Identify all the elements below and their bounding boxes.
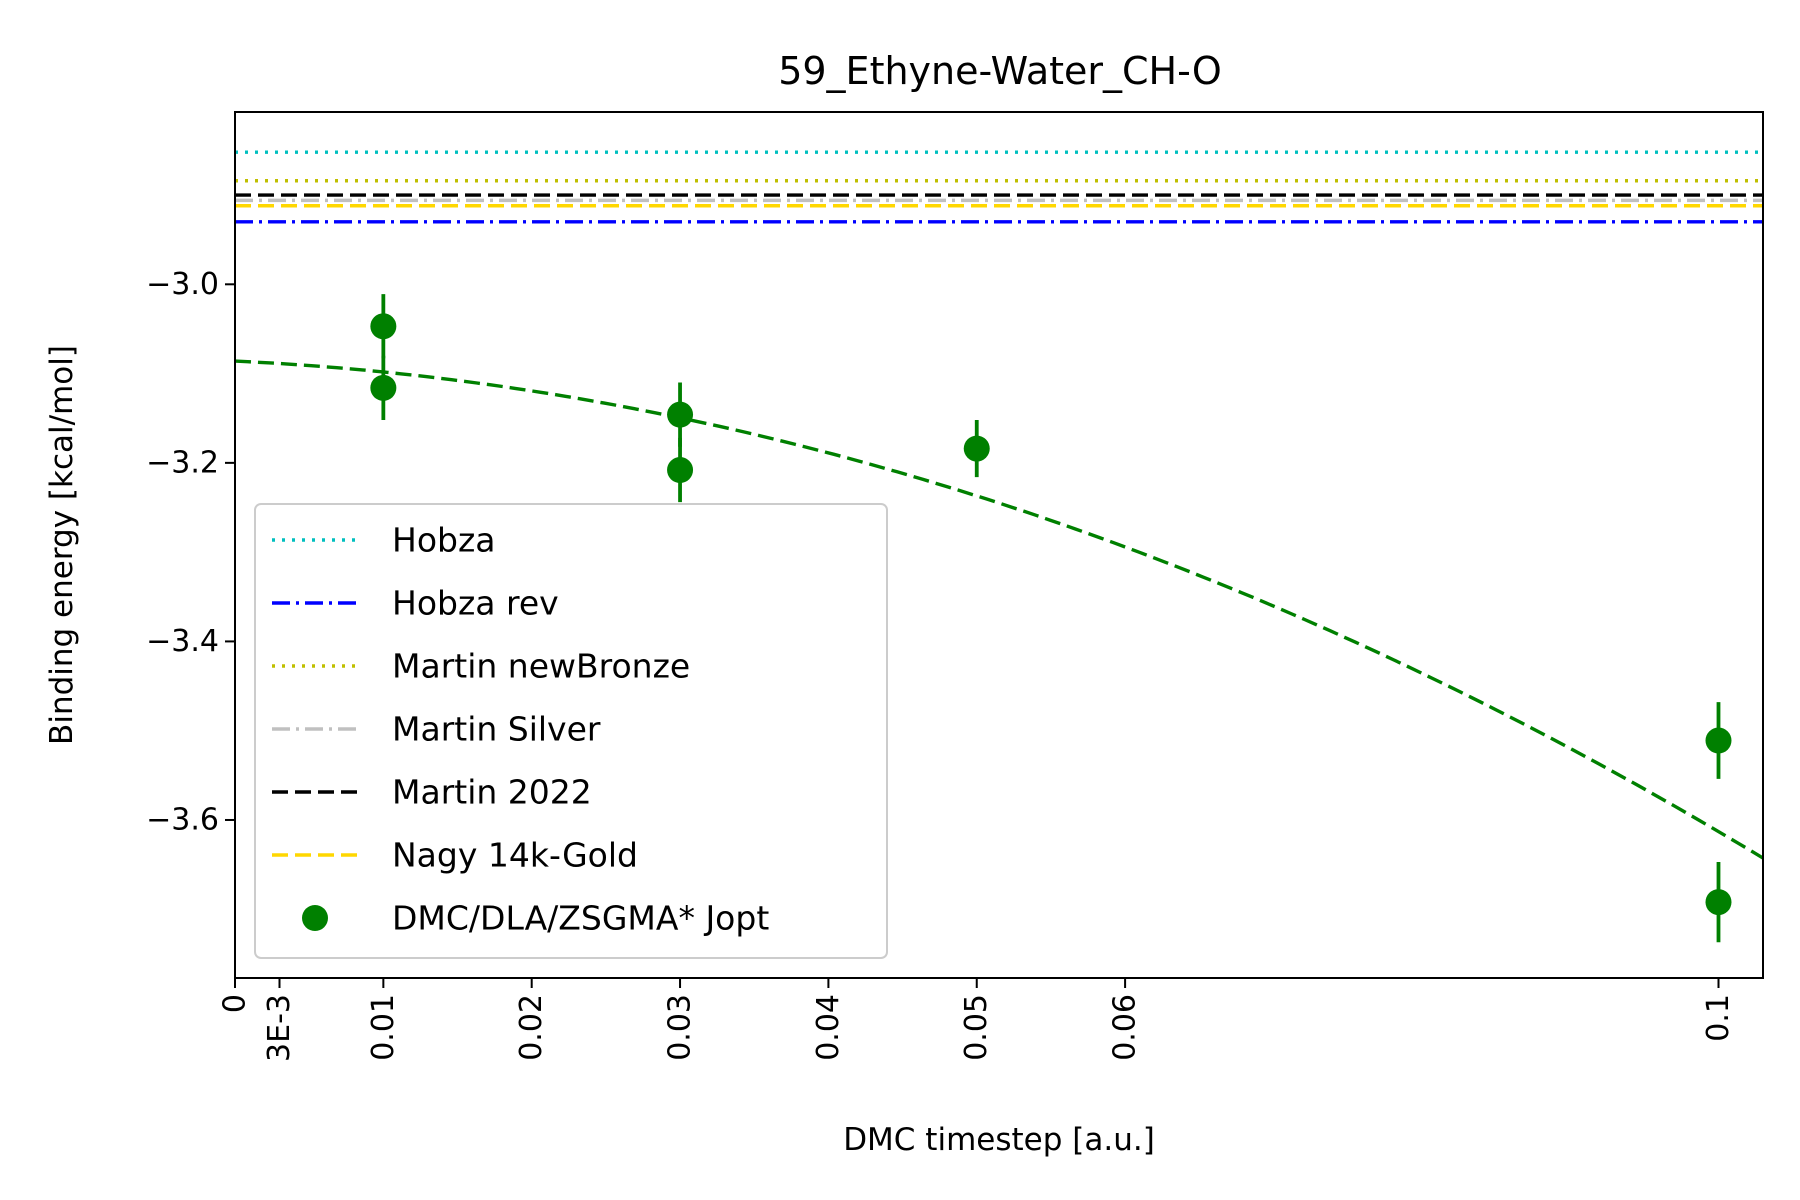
legend-label: Martin Silver xyxy=(392,710,601,749)
x-tick-label: 0.06 xyxy=(1108,994,1143,1061)
data-point xyxy=(370,294,397,359)
legend-item-martin-silver: Martin Silver xyxy=(272,710,601,749)
chart-title: 59_Ethyne-Water_CH-O xyxy=(778,49,1222,93)
legend-box xyxy=(254,503,888,959)
legend-label: Nagy 14k-Gold xyxy=(392,836,638,875)
legend-label: Hobza xyxy=(392,521,496,560)
plot-frame xyxy=(234,111,1764,979)
data-point xyxy=(1705,702,1732,779)
legend-item-nagy-14k-gold: Nagy 14k-Gold xyxy=(272,836,638,875)
data-point xyxy=(370,355,397,421)
x-tick-label: 0.04 xyxy=(811,994,846,1061)
data-point xyxy=(1705,861,1732,943)
legend-item-hobza-rev: Hobza rev xyxy=(272,584,559,623)
x-axis-label: DMC timestep [a.u.] xyxy=(843,1122,1155,1158)
data-point xyxy=(667,437,694,503)
x-tick-label: 0.1 xyxy=(1701,994,1736,1042)
y-axis-label: Binding energy [kcal/mol] xyxy=(44,345,80,745)
y-tick-label: −3.6 xyxy=(146,802,219,837)
x-tick-label: 3E-3 xyxy=(262,994,297,1062)
point-marker xyxy=(1705,727,1732,754)
legend-item-martin-newbronze: Martin newBronze xyxy=(272,647,690,686)
legend-label: Martin 2022 xyxy=(392,773,592,812)
legend-swatch xyxy=(302,905,328,931)
y-tick-label: −3.0 xyxy=(146,267,219,302)
y-axis: −3.0 −3.2 −3.4 −3.6 xyxy=(146,267,235,837)
y-tick-label: −3.4 xyxy=(146,624,219,659)
point-marker xyxy=(667,401,694,428)
point-marker xyxy=(370,313,397,340)
legend-label: Hobza rev xyxy=(392,584,559,623)
x-tick-label: 0 xyxy=(218,994,253,1013)
legend-label: DMC/DLA/ZSGMA* Jopt xyxy=(392,899,769,938)
x-tick-label: 0.05 xyxy=(959,994,994,1061)
data-point xyxy=(667,382,694,447)
point-marker xyxy=(667,457,694,484)
plot-points xyxy=(370,294,1732,943)
x-tick-label: 0.01 xyxy=(366,994,401,1061)
y-tick-label: −3.2 xyxy=(146,445,219,480)
x-tick-label: 0.03 xyxy=(663,994,698,1061)
legend: Hobza Hobza rev Martin newBronze Martin Sil… xyxy=(254,503,888,959)
x-tick-label: 0.02 xyxy=(514,994,549,1061)
legend-label: Martin newBronze xyxy=(392,647,690,686)
plot-lines xyxy=(235,150,1763,860)
data-point xyxy=(963,420,990,478)
legend-item-martin-2022: Martin 2022 xyxy=(272,773,592,812)
legend-item-dmc-dla-zsgma-jopt: DMC/DLA/ZSGMA* Jopt xyxy=(302,899,769,938)
legend-item-hobza: Hobza xyxy=(272,521,496,560)
point-marker xyxy=(370,374,397,401)
point-marker xyxy=(1705,889,1732,916)
fit-curve xyxy=(235,359,1763,860)
point-marker xyxy=(963,435,990,462)
x-axis: 0 3E-3 0.01 0.02 0.03 0.04 0.05 0.06 0.1 xyxy=(218,978,1736,1062)
